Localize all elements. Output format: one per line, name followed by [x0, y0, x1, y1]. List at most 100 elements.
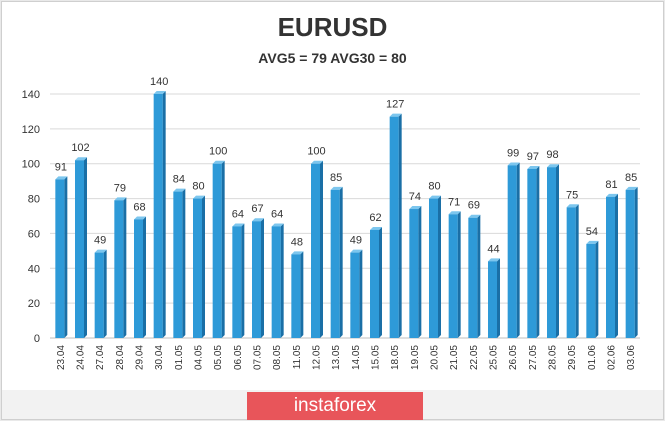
bar-top — [193, 195, 205, 199]
y-tick-label: 20 — [28, 298, 40, 310]
y-tick-label: 100 — [22, 159, 40, 171]
bar-side — [241, 223, 245, 338]
bar-top — [507, 162, 520, 166]
data-label: 68 — [133, 201, 145, 213]
bar — [625, 186, 638, 338]
bar-top — [448, 211, 461, 215]
bar-side — [595, 240, 599, 338]
x-tick-label: 13.05 — [331, 345, 342, 370]
bar — [55, 176, 68, 338]
bar-top — [606, 193, 618, 197]
y-tick-label: 80 — [28, 194, 40, 206]
bar — [212, 160, 225, 338]
data-label: 100 — [307, 146, 325, 158]
bar-side — [64, 176, 68, 338]
bar-side — [300, 251, 304, 338]
bar-top — [566, 204, 579, 208]
bar-top — [94, 249, 107, 253]
bar-side — [103, 249, 107, 338]
x-tick-label: 28.04 — [115, 345, 126, 370]
bar — [114, 197, 127, 338]
bar-front — [527, 168, 537, 338]
bar-side — [615, 193, 618, 338]
bar-side — [457, 211, 461, 338]
data-label: 99 — [507, 147, 519, 159]
bar-top — [212, 160, 225, 164]
bar — [153, 91, 166, 338]
bar — [350, 249, 363, 338]
watermark-logo: instaforex — [247, 392, 423, 420]
bar-front — [134, 219, 143, 338]
bar-front — [153, 94, 163, 338]
bar-front — [586, 243, 596, 338]
data-label: 84 — [173, 174, 185, 186]
bar-front — [193, 198, 202, 338]
bar — [527, 165, 540, 338]
data-label: 80 — [192, 181, 204, 193]
bar-front — [75, 160, 84, 338]
bar-side — [418, 206, 422, 338]
x-tick-label: 08.05 — [272, 345, 283, 370]
bar-front — [291, 254, 301, 338]
x-tick-label: 24.04 — [76, 345, 87, 370]
bar-front — [547, 167, 556, 338]
bar-side — [438, 195, 441, 338]
data-label: 69 — [468, 200, 480, 212]
bar — [232, 223, 245, 338]
y-tick-label: 120 — [22, 124, 40, 136]
x-tick-label: 26.05 — [508, 345, 519, 370]
data-label: 98 — [546, 149, 558, 161]
bar-side — [516, 162, 520, 338]
bar-side — [556, 164, 559, 338]
bar-front — [173, 191, 183, 338]
bar-top — [134, 216, 146, 220]
bar-top — [409, 206, 422, 210]
data-label: 81 — [605, 179, 617, 191]
bar-front — [625, 189, 635, 338]
bar-top — [75, 157, 87, 161]
data-label: 64 — [232, 208, 244, 220]
x-tick-label: 05.05 — [213, 345, 224, 370]
data-label: 49 — [94, 235, 106, 247]
bar-top — [625, 186, 638, 190]
bar-side — [143, 216, 146, 338]
x-tick-label: 14.05 — [351, 345, 362, 370]
bar-top — [488, 258, 500, 262]
bar-side — [84, 157, 87, 338]
data-label: 127 — [386, 99, 404, 111]
bar-side — [359, 249, 363, 338]
x-tick-label: 27.04 — [95, 345, 106, 370]
bar-side — [261, 218, 264, 338]
bar-front — [409, 209, 419, 338]
bar — [330, 186, 343, 338]
bar-top — [153, 91, 166, 94]
chart-title: EURUSD — [277, 12, 388, 42]
bar-front — [429, 198, 438, 338]
bar-side — [280, 223, 284, 338]
bar-top — [330, 186, 343, 190]
x-tick-label: 21.05 — [449, 345, 460, 370]
bar-top — [527, 165, 540, 169]
bar — [586, 240, 599, 338]
bar-top — [370, 226, 382, 230]
bar-side — [477, 214, 481, 338]
bar-front — [488, 261, 497, 338]
bar-side — [182, 188, 186, 338]
bar-top — [389, 113, 402, 117]
data-label: 54 — [586, 226, 598, 238]
bar-side — [162, 91, 166, 338]
bar — [193, 195, 205, 338]
bar-top — [232, 223, 245, 227]
bar — [468, 214, 481, 338]
bar-front — [566, 207, 576, 338]
data-label: 100 — [209, 146, 227, 158]
bar-front — [606, 196, 615, 338]
x-tick-label: 29.04 — [135, 345, 146, 370]
bar — [271, 223, 284, 338]
x-tick-label: 30.04 — [154, 345, 165, 370]
bar-top — [468, 214, 481, 218]
bar — [311, 160, 323, 338]
bar-front — [389, 116, 399, 339]
